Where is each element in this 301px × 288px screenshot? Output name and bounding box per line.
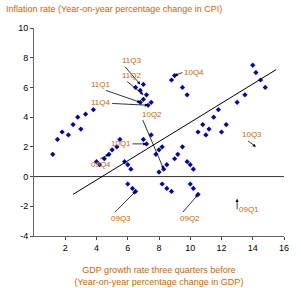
svg-text:11Q2: 11Q2 bbox=[122, 71, 142, 80]
svg-text:11Q3: 11Q3 bbox=[122, 56, 142, 65]
svg-text:12: 12 bbox=[216, 243, 226, 253]
svg-text:2: 2 bbox=[63, 243, 68, 253]
svg-text:09Q3: 09Q3 bbox=[111, 214, 131, 223]
svg-text:10Q1: 10Q1 bbox=[111, 139, 131, 148]
svg-text:4: 4 bbox=[94, 243, 99, 253]
svg-text:10Q4: 10Q4 bbox=[184, 68, 204, 77]
svg-text:10Q3: 10Q3 bbox=[242, 130, 262, 139]
svg-text:6: 6 bbox=[23, 83, 28, 93]
svg-text:09Q2: 09Q2 bbox=[180, 214, 200, 223]
svg-text:8: 8 bbox=[23, 53, 28, 63]
svg-text:16: 16 bbox=[279, 243, 289, 253]
svg-text:11Q1: 11Q1 bbox=[91, 80, 111, 89]
svg-text:Inflation rate (Year-on-year p: Inflation rate (Year-on-year percentage … bbox=[6, 4, 222, 14]
svg-text:10: 10 bbox=[18, 23, 28, 33]
svg-text:4: 4 bbox=[23, 112, 28, 122]
svg-text:-2: -2 bbox=[20, 201, 28, 211]
svg-text:GDP growth rate three quarters: GDP growth rate three quarters before(Ye… bbox=[75, 265, 244, 287]
svg-text:2: 2 bbox=[23, 142, 28, 152]
svg-text:8: 8 bbox=[156, 243, 161, 253]
svg-text:09Q4: 09Q4 bbox=[91, 160, 111, 169]
svg-text:6: 6 bbox=[125, 243, 130, 253]
svg-text:11Q4: 11Q4 bbox=[91, 98, 111, 107]
svg-text:10Q2: 10Q2 bbox=[142, 110, 162, 119]
svg-text:09Q1: 09Q1 bbox=[239, 205, 259, 214]
svg-text:14: 14 bbox=[248, 243, 258, 253]
svg-text:-4: -4 bbox=[20, 231, 28, 241]
svg-text:0: 0 bbox=[23, 172, 28, 182]
svg-text:10: 10 bbox=[185, 243, 195, 253]
